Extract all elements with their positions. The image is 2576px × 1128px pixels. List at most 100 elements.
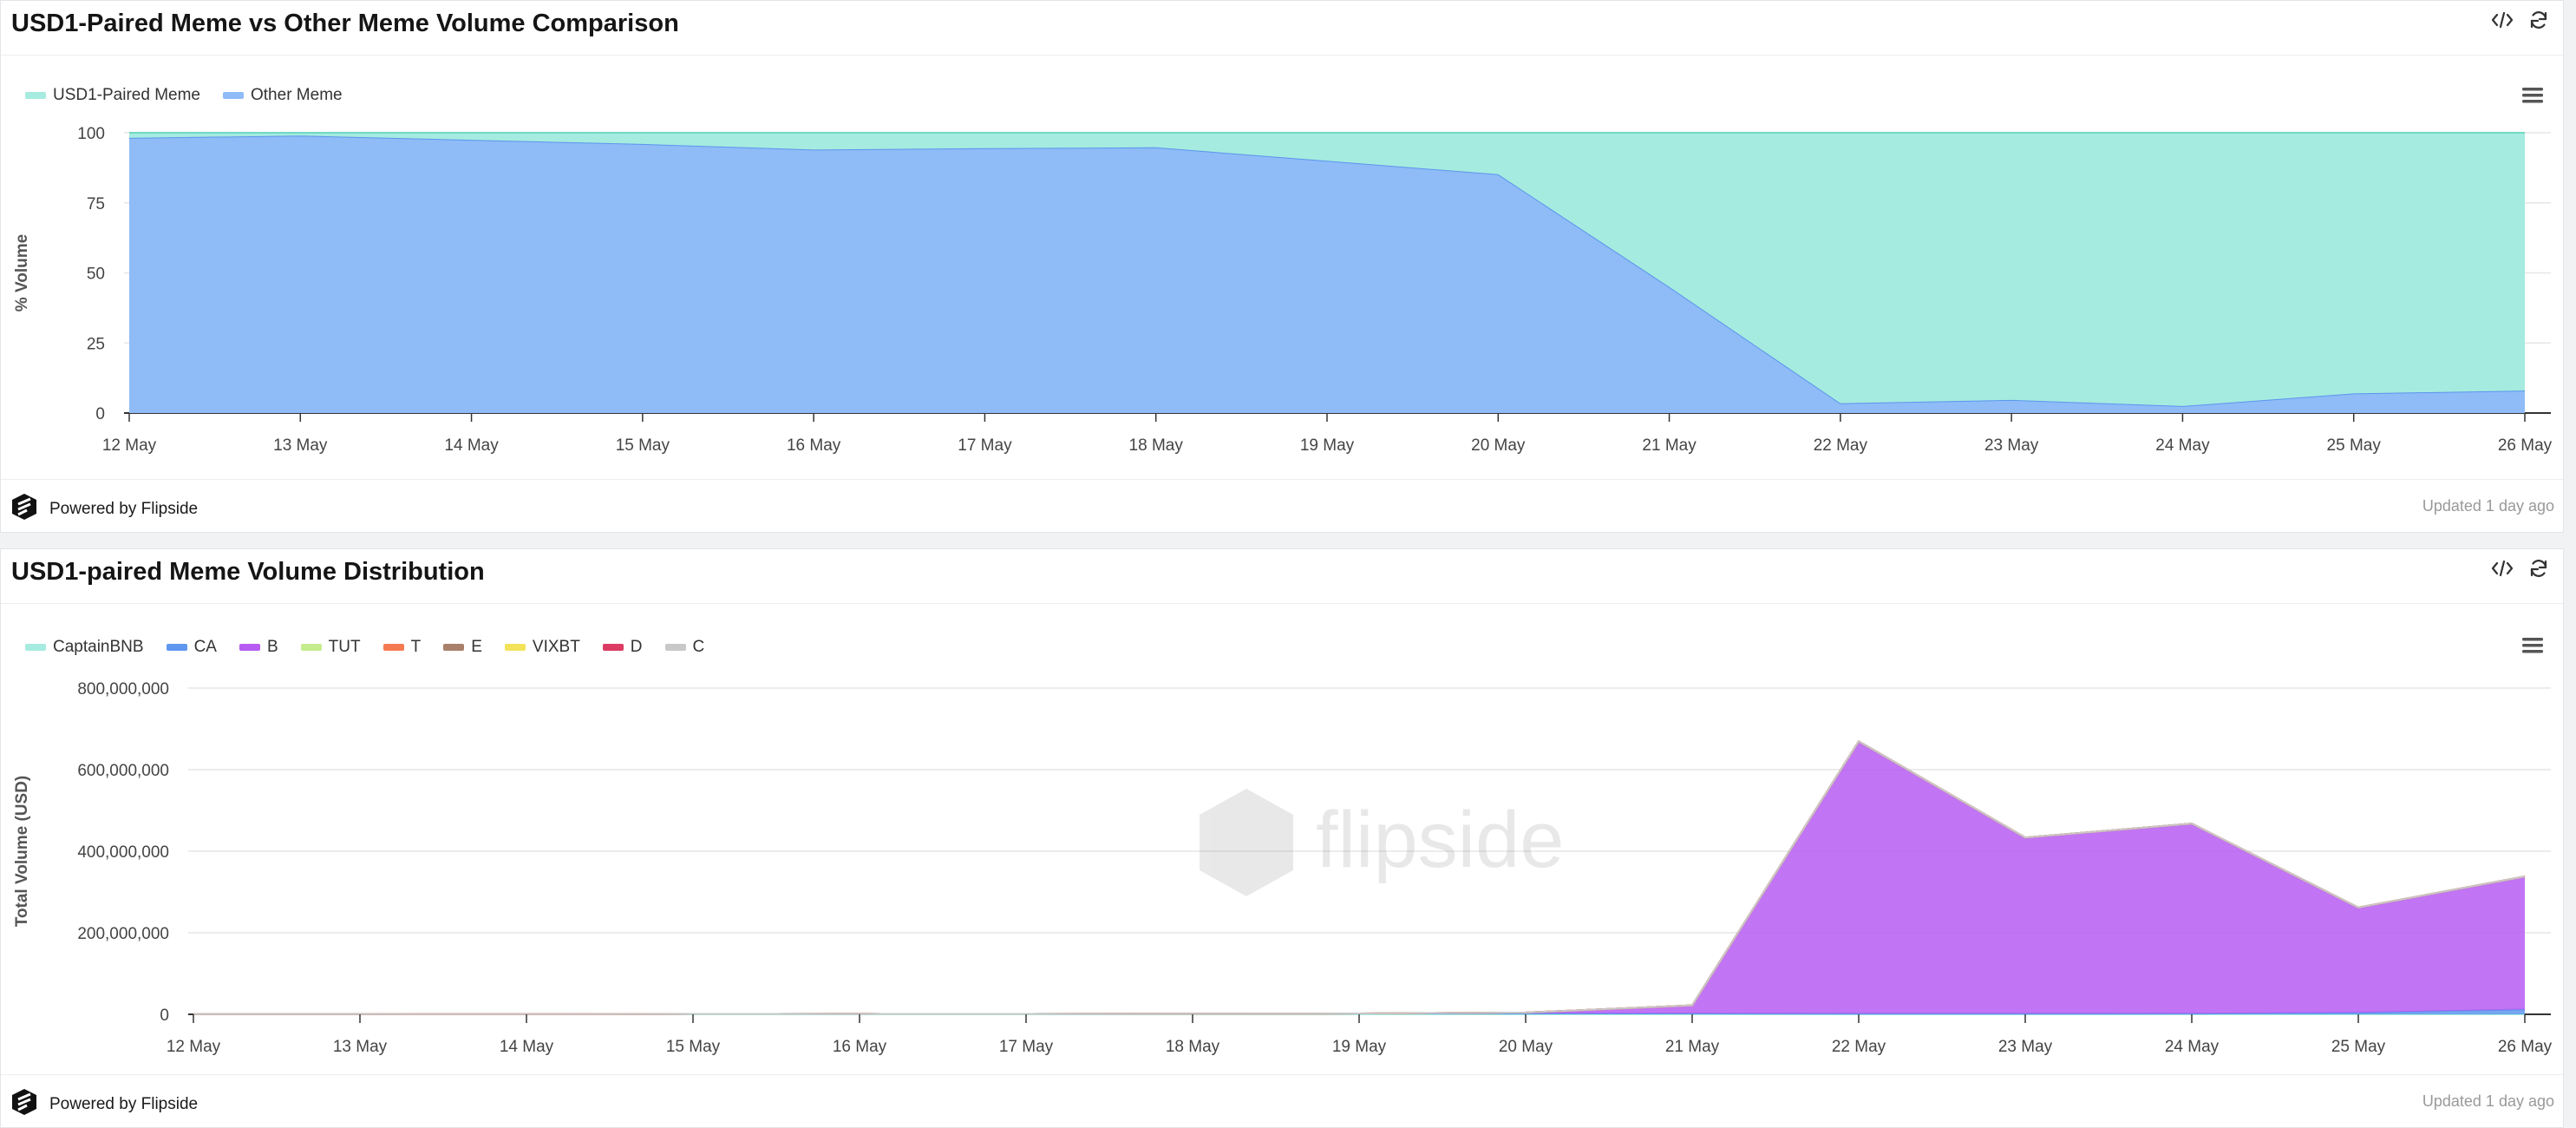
y-tick-label: 600,000,000	[77, 762, 169, 780]
legend-item[interactable]: CA	[166, 638, 217, 657]
menu-icon[interactable]	[2520, 82, 2546, 108]
legend-swatch	[504, 644, 526, 651]
chart-panel-1: USD1-Paired Meme vs Other Meme Volume Co…	[0, 0, 2564, 533]
powered-by-link[interactable]: Powered by Flipside	[10, 1087, 198, 1122]
x-tick-label: 13 May	[273, 436, 328, 455]
refresh-icon[interactable]	[2527, 556, 2551, 580]
legend-item[interactable]: TUT	[300, 638, 361, 657]
header-actions	[2490, 8, 2551, 32]
x-tick-label: 18 May	[1129, 436, 1184, 455]
panel-title: USD1-Paired Meme vs Other Meme Volume Co…	[11, 10, 679, 37]
watermark-text: flipside	[1316, 796, 1564, 884]
x-tick-label: 26 May	[2498, 436, 2553, 455]
x-tick-label: 22 May	[1814, 436, 1868, 455]
x-tick-label: 15 May	[666, 1038, 721, 1056]
code-icon[interactable]	[2490, 8, 2514, 32]
x-tick-label: 21 May	[1642, 436, 1697, 455]
legend-swatch	[25, 644, 46, 651]
panel-footer: Powered by Flipside Updated 1 day ago	[1, 479, 2563, 532]
legend-swatch	[443, 644, 465, 651]
y-tick-label: 0	[95, 405, 105, 423]
legend-swatch	[602, 644, 624, 651]
updated-timestamp: Updated 1 day ago	[2422, 497, 2554, 515]
watermark: flipside	[1200, 789, 1564, 896]
legend-item[interactable]: B	[239, 638, 278, 657]
x-tick-label: 19 May	[1332, 1038, 1387, 1056]
legend-item[interactable]: VIXBT	[504, 638, 580, 657]
y-tick-label: 800,000,000	[77, 680, 169, 698]
x-tick-label: 19 May	[1300, 436, 1355, 455]
legend-label: C	[692, 638, 705, 656]
x-tick-label: 24 May	[2155, 436, 2210, 455]
legend-swatch	[664, 644, 686, 651]
chart-panel-2: USD1-paired Meme Volume Distribution Cap…	[0, 548, 2564, 1128]
legend-label: E	[471, 638, 482, 656]
legend-label: CA	[193, 638, 217, 656]
header-actions	[2490, 556, 2551, 580]
powered-by-text: Powered by Flipside	[49, 1095, 199, 1113]
legend-item[interactable]: E	[443, 638, 482, 657]
x-tick-label: 14 May	[500, 1038, 554, 1056]
x-tick-label: 22 May	[1832, 1038, 1886, 1056]
refresh-icon[interactable]	[2527, 8, 2551, 32]
series-area-usd1-paired-meme[interactable]	[129, 133, 2525, 406]
y-tick-label: 400,000,000	[77, 843, 169, 862]
legend-item[interactable]: D	[602, 638, 643, 657]
legend-item[interactable]: USD1-Paired Meme	[25, 86, 200, 105]
legend-item[interactable]: Other Meme	[223, 86, 343, 105]
x-tick-label: 25 May	[2327, 436, 2382, 455]
legend-swatch	[25, 92, 46, 99]
x-tick-label: 25 May	[2331, 1038, 2386, 1056]
x-tick-label: 20 May	[1471, 436, 1526, 455]
code-icon[interactable]	[2490, 556, 2514, 580]
flipside-logo-icon	[10, 492, 39, 527]
legend-label: T	[410, 638, 422, 656]
legend-item[interactable]: C	[664, 638, 705, 657]
x-tick-label: 23 May	[1998, 1038, 2053, 1056]
x-tick-label: 23 May	[1984, 436, 2039, 455]
x-tick-label: 24 May	[2165, 1038, 2220, 1056]
panel-footer: Powered by Flipside Updated 1 day ago	[1, 1074, 2563, 1127]
x-tick-label: 12 May	[167, 1038, 221, 1056]
legend-label: USD1-Paired Meme	[53, 86, 200, 104]
x-tick-label: 17 May	[999, 1038, 1054, 1056]
x-tick-label: 18 May	[1166, 1038, 1220, 1056]
series-area-other-meme[interactable]	[129, 135, 2525, 413]
x-tick-label: 26 May	[2498, 1038, 2553, 1056]
x-tick-label: 17 May	[958, 436, 1012, 455]
series-area-b[interactable]	[193, 741, 2525, 1014]
y-tick-label: 200,000,000	[77, 925, 169, 943]
legend-label: CaptainBNB	[53, 638, 144, 656]
flipside-logo-icon	[10, 1087, 39, 1122]
legend-swatch	[166, 644, 187, 651]
legend-label: TUT	[328, 638, 361, 656]
legend-label: VIXBT	[532, 638, 580, 656]
x-tick-label: 16 May	[833, 1038, 887, 1056]
x-tick-label: 21 May	[1665, 1038, 1720, 1056]
panel-header: USD1-Paired Meme vs Other Meme Volume Co…	[1, 1, 2563, 56]
y-tick-label: 75	[87, 195, 105, 213]
legend-item[interactable]: T	[382, 638, 422, 657]
y-tick-label: 100	[77, 125, 105, 143]
x-tick-label: 13 May	[333, 1038, 388, 1056]
panel-header: USD1-paired Meme Volume Distribution	[1, 549, 2563, 604]
powered-by-link[interactable]: Powered by Flipside	[10, 492, 198, 527]
y-axis-label: % Volume	[13, 234, 31, 312]
legend-label: B	[266, 638, 278, 656]
legend-swatch	[239, 644, 260, 651]
series-line-c	[193, 739, 2526, 1015]
x-tick-label: 16 May	[787, 436, 841, 455]
x-tick-label: 14 May	[444, 436, 499, 455]
chart-legend: USD1-Paired Meme Other Meme	[25, 86, 343, 105]
watermark-logo	[1200, 789, 1293, 896]
panel-title: USD1-paired Meme Volume Distribution	[11, 558, 485, 586]
y-axis-label: Total Volume (USD)	[13, 776, 31, 928]
legend-item[interactable]: CaptainBNB	[25, 638, 144, 657]
x-tick-label: 20 May	[1499, 1038, 1553, 1056]
legend-label: Other Meme	[251, 86, 343, 104]
menu-icon[interactable]	[2520, 633, 2546, 659]
legend-swatch	[300, 644, 322, 651]
x-tick-label: 15 May	[616, 436, 670, 455]
y-tick-label: 25	[87, 335, 105, 353]
